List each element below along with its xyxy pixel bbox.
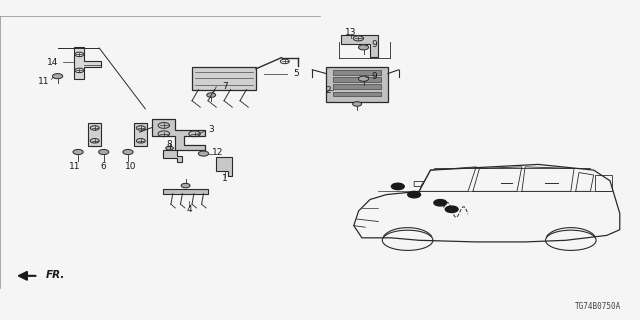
Circle shape (123, 149, 133, 155)
Circle shape (408, 191, 420, 198)
Text: 9: 9 (372, 72, 377, 81)
Polygon shape (163, 150, 182, 162)
Polygon shape (134, 123, 147, 146)
Text: 3: 3 (209, 125, 214, 134)
Bar (192, 67, 256, 90)
Text: 9: 9 (372, 40, 377, 49)
Circle shape (358, 76, 369, 81)
Polygon shape (88, 123, 101, 146)
Text: TG74B0750A: TG74B0750A (575, 302, 621, 311)
Text: 14: 14 (47, 58, 58, 67)
Text: 13: 13 (345, 28, 356, 36)
Text: 6: 6 (101, 162, 106, 171)
Polygon shape (74, 47, 101, 79)
Circle shape (353, 102, 362, 106)
Polygon shape (152, 119, 205, 150)
Text: 4: 4 (187, 205, 192, 214)
Circle shape (207, 93, 216, 97)
Text: 2: 2 (325, 86, 330, 95)
Circle shape (99, 149, 109, 155)
Circle shape (358, 45, 369, 50)
Text: 5: 5 (293, 69, 298, 78)
Bar (333, 84, 381, 89)
Circle shape (52, 74, 63, 79)
Text: 7: 7 (223, 82, 228, 91)
Circle shape (434, 200, 447, 206)
Circle shape (181, 183, 190, 188)
Text: 8: 8 (167, 140, 172, 149)
Circle shape (445, 206, 458, 212)
Polygon shape (216, 157, 232, 176)
Text: 10: 10 (125, 162, 137, 171)
Text: 1: 1 (223, 174, 228, 183)
Polygon shape (326, 67, 388, 102)
Circle shape (73, 149, 83, 155)
Bar (595, 175, 612, 191)
Polygon shape (163, 189, 208, 194)
Bar (333, 77, 381, 82)
Text: 12: 12 (212, 148, 223, 157)
Circle shape (198, 151, 209, 156)
Bar (333, 92, 381, 96)
Text: FR.: FR. (46, 270, 65, 280)
Circle shape (166, 146, 173, 150)
Circle shape (392, 183, 404, 190)
Bar (333, 70, 381, 75)
Text: 11: 11 (68, 162, 80, 171)
Polygon shape (341, 35, 378, 57)
Text: 11: 11 (38, 77, 49, 86)
